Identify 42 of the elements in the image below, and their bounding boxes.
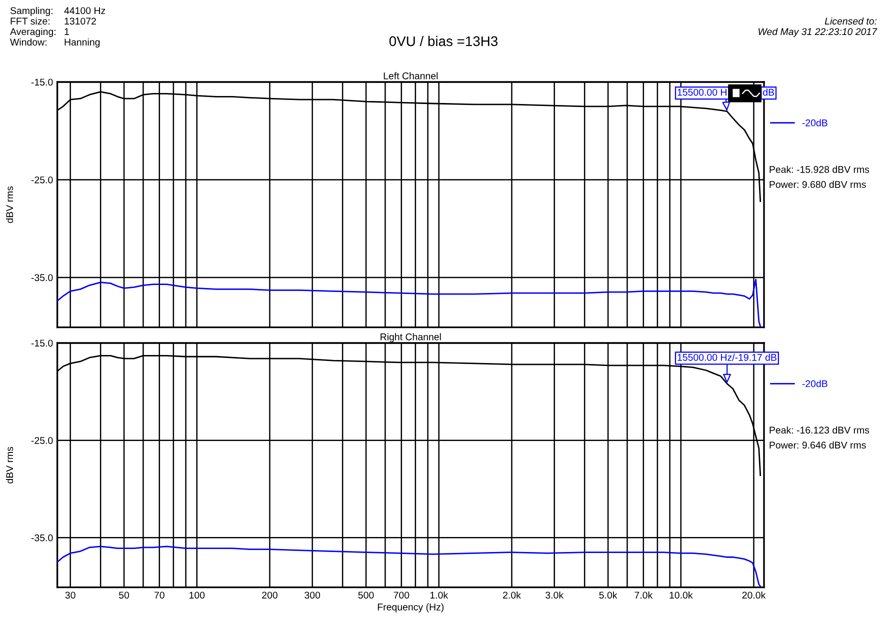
legend-label: -20dB <box>802 119 828 126</box>
x-tick-label: 7.0k <box>634 591 653 599</box>
text: Power: 9.646 dBV rms <box>770 441 866 449</box>
x-tick-label: 70 <box>154 592 164 599</box>
x-tick-label: 30 <box>65 592 76 599</box>
y-tick-label: -35.0 <box>31 534 53 542</box>
x-tick-label: 100 <box>190 592 205 599</box>
x-tick-label: 5.0k <box>599 591 618 599</box>
y-axis-title: dBV rms <box>6 446 14 484</box>
annotation: dB <box>763 88 774 96</box>
annotation: 15500.00 H <box>678 88 726 96</box>
text: Averaging: 1 <box>10 28 69 38</box>
x-tick-label: 500 <box>358 592 374 599</box>
y-axis-title: dBV rms <box>6 186 14 223</box>
text: FFT size: 131072 <box>10 17 96 25</box>
text: Licensed to: <box>824 17 877 25</box>
text: Wed May 31 22:23:10 2017 <box>758 28 878 38</box>
x-tick-label: 3.0k <box>546 591 564 599</box>
y-tick-label: -35.0 <box>31 274 53 282</box>
text: Sampling: 44100 Hz <box>10 6 106 16</box>
x-tick-label: 1.0k <box>430 591 448 599</box>
chart-title: 0VU / bias =13H3 <box>389 36 498 46</box>
y-tick-label: -15.0 <box>31 340 53 347</box>
x-tick-label: 10.0k <box>670 591 693 599</box>
text: Peak: -15.928 dBV rms <box>770 166 870 173</box>
y-tick-label: -25.0 <box>31 176 53 184</box>
x-tick-label: 2.0k <box>503 591 521 599</box>
x-tick-label: 300 <box>304 592 320 599</box>
x-tick-label: 20.0k <box>742 591 766 599</box>
text: Peak: -16.123 dBV rms <box>770 426 870 434</box>
x-axis-title: Frequency (Hz) <box>378 603 444 612</box>
y-tick-label: -25.0 <box>31 437 53 444</box>
chart-subtitle: Left Channel <box>384 72 438 80</box>
legend-label: -20dB <box>802 380 828 388</box>
text: Window: Hanning <box>10 38 100 48</box>
x-tick-label: 200 <box>262 592 278 599</box>
x-tick-label: 50 <box>119 592 130 599</box>
x-tick-label: 700 <box>394 592 410 599</box>
chart-subtitle: Right Channel <box>380 333 441 342</box>
text: Power: 9.680 dBV rms <box>770 180 866 188</box>
annotation: 15500.00 Hz/-19.17 dB <box>678 354 776 361</box>
y-tick-label: -15.0 <box>31 78 53 86</box>
